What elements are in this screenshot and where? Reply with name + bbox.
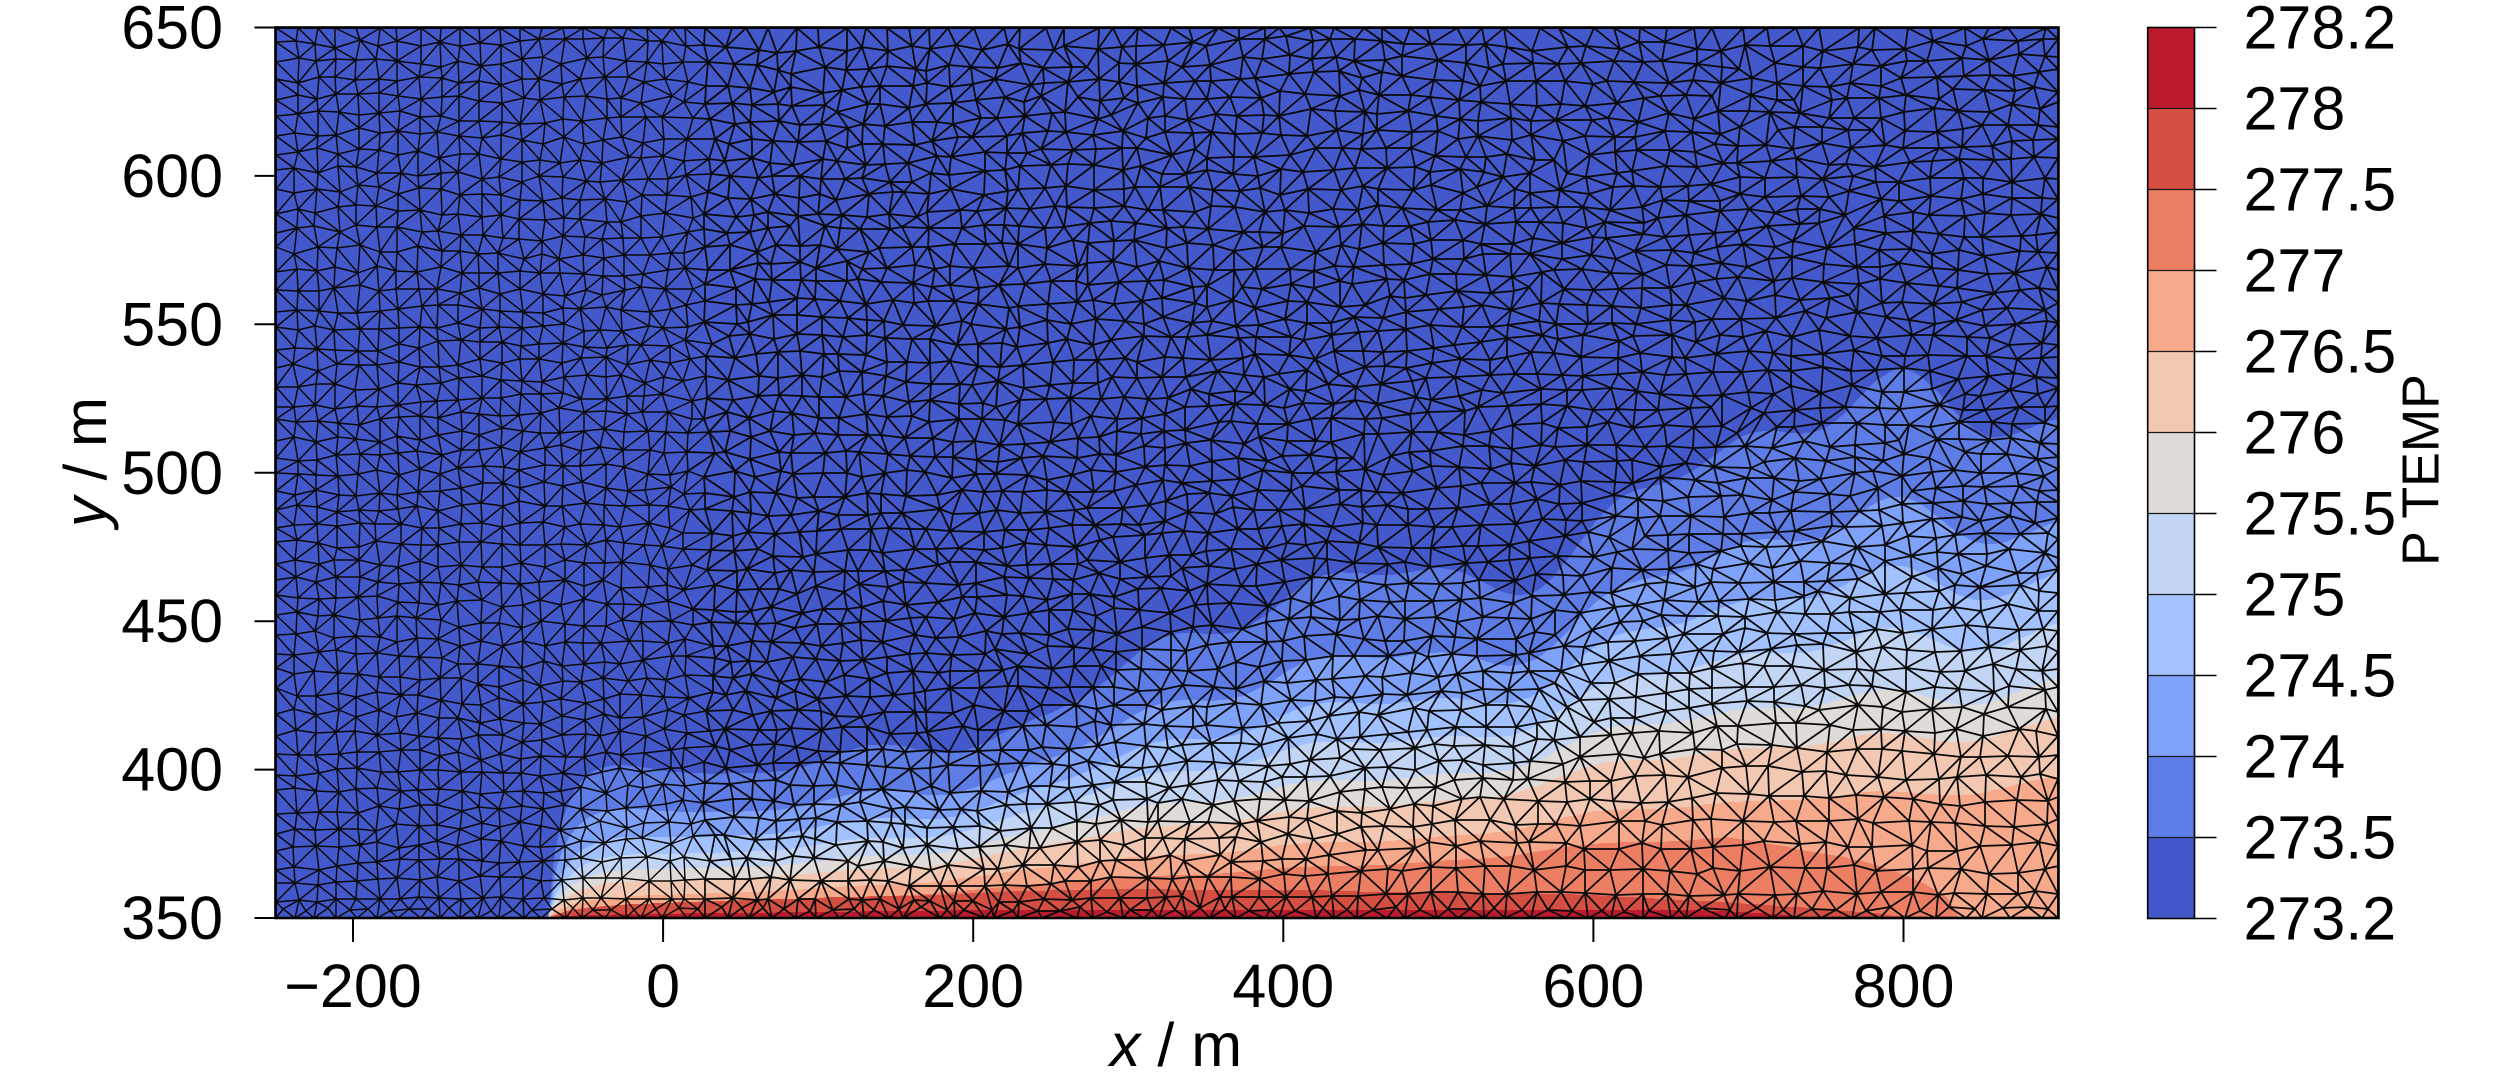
svg-text:450: 450 bbox=[121, 587, 223, 655]
svg-text:277.5: 277.5 bbox=[2244, 156, 2397, 224]
svg-text:650: 650 bbox=[121, 0, 223, 62]
svg-text:274.5: 274.5 bbox=[2244, 642, 2397, 710]
svg-text:276: 276 bbox=[2244, 399, 2346, 467]
svg-text:600: 600 bbox=[121, 142, 223, 210]
svg-text:277: 277 bbox=[2244, 237, 2346, 305]
svg-text:400: 400 bbox=[121, 736, 223, 804]
svg-text:273.2: 273.2 bbox=[2244, 885, 2397, 953]
svg-text:276.5: 276.5 bbox=[2244, 318, 2397, 386]
svg-text:400: 400 bbox=[1232, 952, 1334, 1020]
svg-text:275.5: 275.5 bbox=[2244, 480, 2397, 548]
svg-text:0: 0 bbox=[646, 952, 680, 1020]
svg-text:−200: −200 bbox=[284, 952, 421, 1020]
svg-text:800: 800 bbox=[1853, 952, 1955, 1020]
svg-text:275: 275 bbox=[2244, 561, 2346, 629]
svg-text:278: 278 bbox=[2244, 75, 2346, 143]
svg-text:x / m: x / m bbox=[1107, 1011, 1242, 1079]
svg-text:y / m: y / m bbox=[52, 397, 119, 531]
svg-text:500: 500 bbox=[121, 439, 223, 507]
svg-text:600: 600 bbox=[1543, 952, 1645, 1020]
svg-text:274: 274 bbox=[2244, 723, 2346, 791]
svg-text:278.2: 278.2 bbox=[2244, 0, 2397, 62]
svg-text:200: 200 bbox=[922, 952, 1024, 1020]
svg-text:350: 350 bbox=[121, 884, 223, 952]
svg-text:550: 550 bbox=[121, 290, 223, 358]
svg-text:P TEMP: P TEMP bbox=[2393, 374, 2451, 566]
svg-text:273.5: 273.5 bbox=[2244, 804, 2397, 872]
